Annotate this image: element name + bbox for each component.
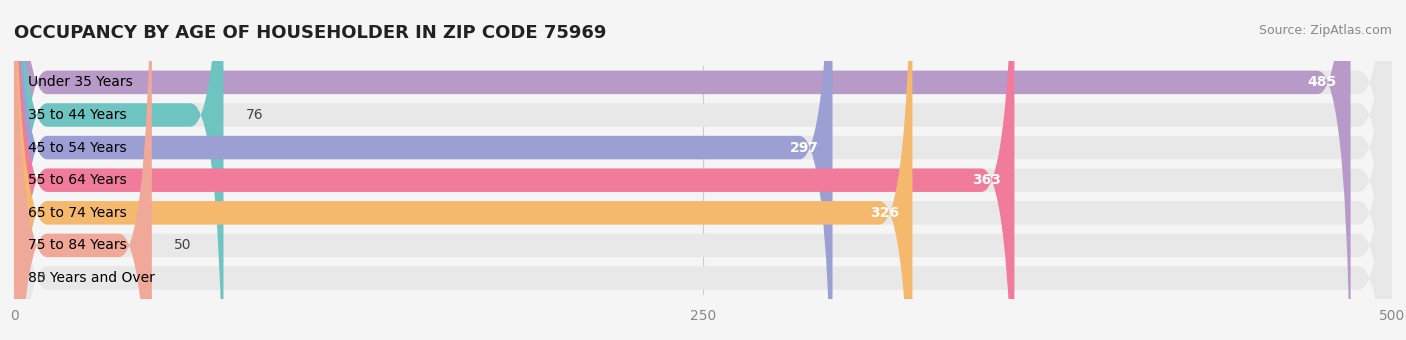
Text: 50: 50 xyxy=(174,238,191,252)
FancyBboxPatch shape xyxy=(14,0,912,340)
Text: 297: 297 xyxy=(790,141,818,155)
FancyBboxPatch shape xyxy=(14,0,1392,340)
Text: 0: 0 xyxy=(37,271,45,285)
Text: 55 to 64 Years: 55 to 64 Years xyxy=(28,173,127,187)
FancyBboxPatch shape xyxy=(14,0,832,340)
Text: Source: ZipAtlas.com: Source: ZipAtlas.com xyxy=(1258,24,1392,37)
FancyBboxPatch shape xyxy=(14,0,1392,340)
FancyBboxPatch shape xyxy=(14,0,1351,340)
Text: 85 Years and Over: 85 Years and Over xyxy=(28,271,155,285)
Text: OCCUPANCY BY AGE OF HOUSEHOLDER IN ZIP CODE 75969: OCCUPANCY BY AGE OF HOUSEHOLDER IN ZIP C… xyxy=(14,24,606,42)
FancyBboxPatch shape xyxy=(14,0,1392,340)
Text: 485: 485 xyxy=(1308,75,1337,89)
FancyBboxPatch shape xyxy=(14,0,1392,340)
Text: Under 35 Years: Under 35 Years xyxy=(28,75,132,89)
Text: 65 to 74 Years: 65 to 74 Years xyxy=(28,206,127,220)
FancyBboxPatch shape xyxy=(14,0,1014,340)
FancyBboxPatch shape xyxy=(14,0,1392,340)
Text: 35 to 44 Years: 35 to 44 Years xyxy=(28,108,127,122)
Text: 76: 76 xyxy=(246,108,263,122)
FancyBboxPatch shape xyxy=(14,0,152,340)
Text: 45 to 54 Years: 45 to 54 Years xyxy=(28,141,127,155)
FancyBboxPatch shape xyxy=(14,0,224,340)
Text: 75 to 84 Years: 75 to 84 Years xyxy=(28,238,127,252)
FancyBboxPatch shape xyxy=(14,0,1392,340)
FancyBboxPatch shape xyxy=(14,0,1392,340)
Text: 326: 326 xyxy=(870,206,898,220)
Text: 363: 363 xyxy=(972,173,1001,187)
